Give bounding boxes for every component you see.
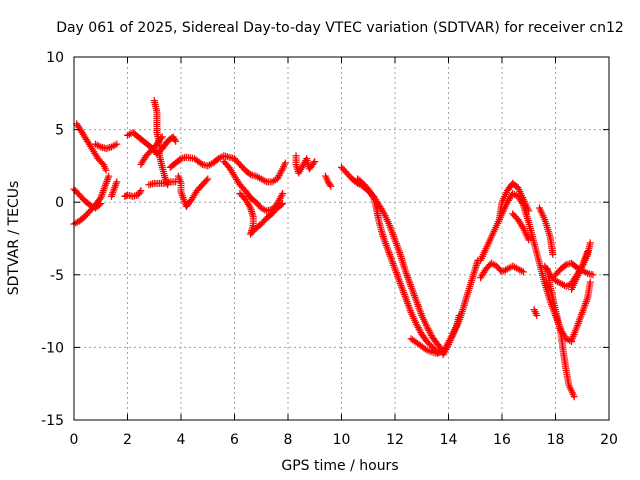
data-point	[446, 335, 454, 343]
series-track-n	[236, 189, 287, 238]
chart-title: Day 061 of 2025, Sidereal Day-to-day VTE…	[56, 20, 624, 36]
data-point	[326, 181, 334, 189]
series-track-f	[121, 187, 145, 200]
data-point	[197, 159, 205, 167]
data-point	[549, 250, 557, 258]
series-track-o	[292, 152, 319, 177]
x-tick-label: 6	[230, 432, 239, 448]
series-track-r	[354, 175, 442, 357]
data-point	[245, 170, 253, 178]
data-point	[137, 187, 145, 195]
series-track-d	[91, 140, 121, 152]
x-tick-label: 14	[440, 432, 458, 448]
series-track-u	[442, 311, 463, 351]
x-tick-label: 8	[284, 432, 293, 448]
data-point	[136, 188, 144, 196]
y-tick-label: 5	[55, 123, 64, 139]
data-point	[561, 262, 569, 270]
x-tick-label: 18	[547, 432, 565, 448]
series-track-e	[107, 178, 121, 200]
data-point	[113, 178, 121, 186]
data-point	[176, 156, 184, 164]
x-axis-label: GPS time / hours	[281, 458, 398, 474]
y-axis-label: SDTVAR / TECUs	[6, 181, 22, 296]
data-point	[311, 158, 319, 166]
data-point	[97, 200, 105, 208]
data-point	[519, 268, 527, 276]
data-point	[586, 239, 594, 247]
data-point	[113, 140, 121, 148]
data-point	[102, 166, 110, 174]
series-track-ae	[568, 278, 594, 344]
x-tick-label: 20	[600, 432, 618, 448]
series-track-g	[124, 129, 180, 158]
y-tick-label: -10	[41, 340, 64, 356]
series-track-ac	[543, 265, 578, 401]
series-track-b	[70, 172, 113, 228]
series-track-y	[509, 210, 533, 244]
series-track-v	[477, 259, 527, 282]
data-point	[525, 236, 533, 244]
data-point	[281, 159, 289, 167]
data-point	[589, 271, 597, 279]
data-point	[278, 166, 286, 174]
data-point	[525, 207, 533, 215]
data-point	[202, 176, 210, 184]
data-point	[570, 393, 578, 401]
x-tick-label: 10	[333, 432, 351, 448]
data-point	[533, 311, 541, 319]
data-point	[278, 191, 286, 199]
series-track-s	[407, 335, 447, 357]
series-track-c	[70, 185, 105, 212]
y-tick-label: -15	[41, 413, 64, 429]
y-tick-label: -5	[50, 268, 64, 284]
x-tick-label: 4	[177, 432, 186, 448]
series-track-t	[439, 256, 482, 359]
x-tick-label: 16	[493, 432, 511, 448]
data-point	[327, 182, 335, 190]
data-point	[279, 200, 287, 208]
data-point	[164, 181, 172, 189]
data-points	[70, 97, 597, 401]
data-point	[171, 136, 179, 144]
series-track-z	[530, 306, 541, 319]
data-point	[310, 159, 318, 167]
data-point	[279, 189, 287, 197]
series-track-m	[220, 158, 287, 215]
x-tick-label: 12	[386, 432, 404, 448]
series-track-j	[150, 97, 172, 189]
y-tick-label: 10	[46, 50, 64, 66]
series-track-k	[166, 152, 289, 186]
axis-ticks: 0 2 4 6 8 10 12 14 16 18 20 -15 -10 -5 0 5 10	[41, 50, 618, 448]
y-tick-label: 0	[55, 195, 64, 211]
data-point	[105, 172, 113, 180]
x-tick-label: 0	[70, 432, 79, 448]
data-point	[421, 345, 429, 353]
x-tick-label: 2	[123, 432, 132, 448]
data-point	[586, 278, 594, 286]
data-point	[455, 311, 463, 319]
data-point	[204, 175, 212, 183]
data-point	[277, 201, 285, 209]
series-track-af	[568, 248, 592, 293]
data-point	[172, 137, 180, 145]
series-track-a	[73, 120, 110, 174]
data-point	[95, 201, 103, 209]
series-track-p	[321, 172, 335, 190]
series-track-aa	[535, 204, 557, 258]
data-point	[584, 248, 592, 256]
series-track-x	[495, 179, 533, 224]
series-track-l	[174, 172, 212, 211]
